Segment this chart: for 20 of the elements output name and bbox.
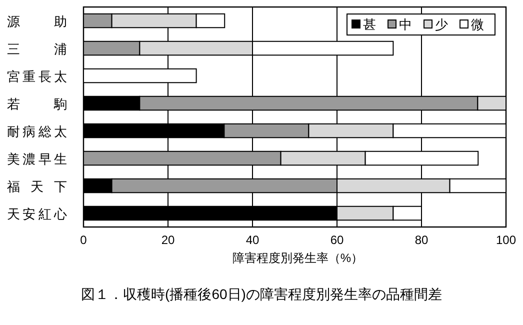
legend-label: 甚 <box>363 17 376 32</box>
legend-label: 微 <box>471 17 484 32</box>
y-tick-label: 耐病総太 <box>7 124 67 139</box>
x-tick-label: 0 <box>80 233 88 247</box>
y-tick-label: 福天下 <box>7 178 67 194</box>
text: 図１．収穫時(播種後60日)の障害程度別発生率の品種間差 <box>81 286 442 302</box>
y-tick-label: 宮重長太 <box>7 68 67 84</box>
x-axis-title: 障害程度別発生率（%） <box>232 251 364 265</box>
x-tick-label: 60 <box>330 233 344 247</box>
x-tick-label: 80 <box>414 233 428 247</box>
x-tick-label: 100 <box>496 233 516 247</box>
y-tick-label: 美濃早生 <box>7 151 67 166</box>
y-tick-label: 若駒 <box>7 96 67 112</box>
x-tick-label: 40 <box>246 233 260 247</box>
x-tick-label: 20 <box>161 233 175 247</box>
y-tick-label: 天安紅心 <box>7 206 67 222</box>
legend-label: 中 <box>399 17 412 32</box>
legend-label: 少 <box>435 17 448 32</box>
y-tick-label: 三浦 <box>7 41 67 56</box>
y-tick-label: 源助 <box>7 14 67 29</box>
